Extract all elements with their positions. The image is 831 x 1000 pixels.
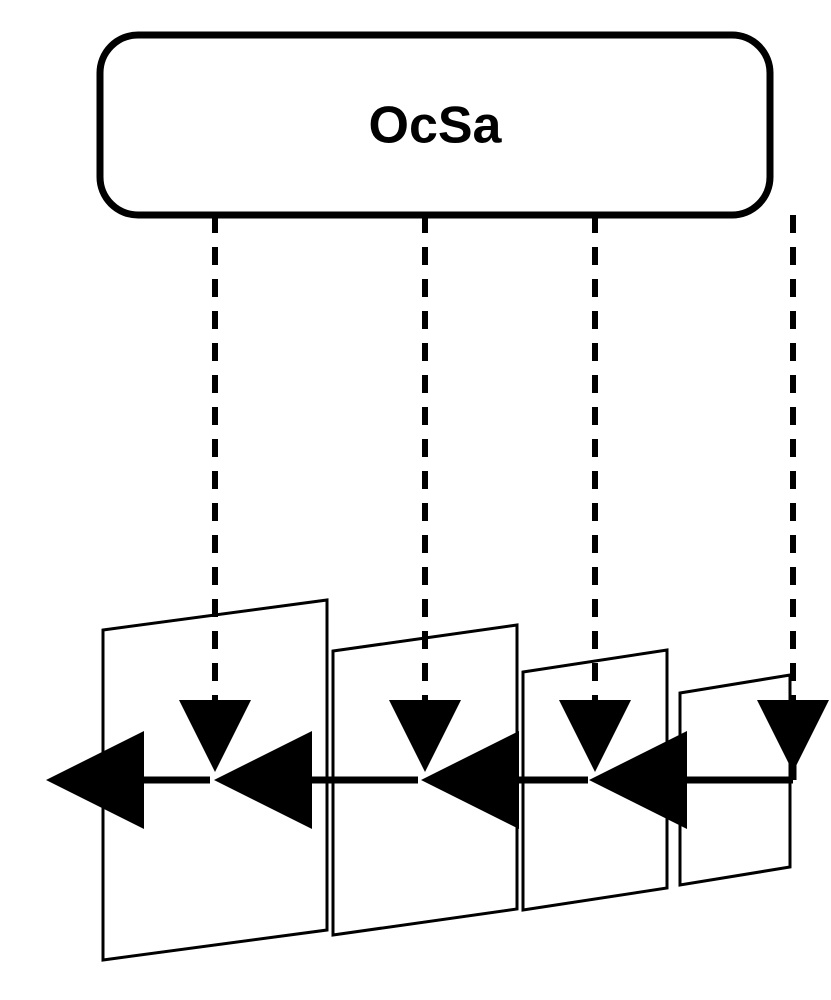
ocsa-label: OcSa: [369, 97, 503, 155]
